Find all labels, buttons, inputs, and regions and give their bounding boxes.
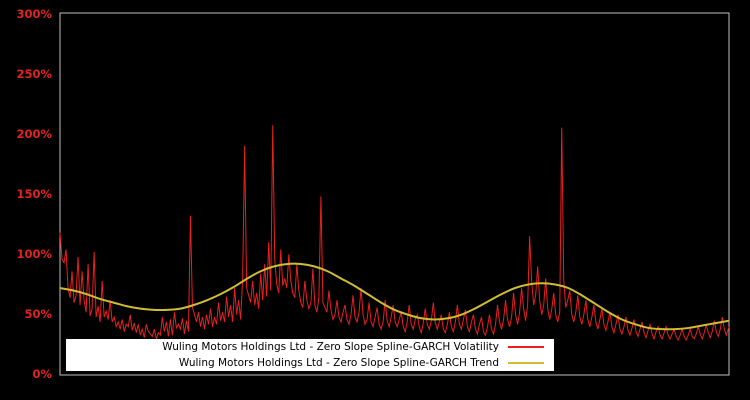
ytick-label-150: 150% <box>16 187 52 201</box>
ytick-label-200: 200% <box>16 127 52 141</box>
legend-swatch-trend <box>508 362 544 364</box>
ytick-label-100: 100% <box>16 247 52 261</box>
chart-legend: Wuling Motors Holdings Ltd - Zero Slope … <box>66 339 554 371</box>
series-layer <box>59 125 730 342</box>
ytick-label-300: 300% <box>16 7 52 21</box>
volatility-line <box>59 125 730 342</box>
trend-line <box>59 262 730 331</box>
ytick-label-0: 0% <box>32 367 52 381</box>
legend-swatch-volatility <box>508 346 544 348</box>
ytick-label-50: 50% <box>24 307 52 321</box>
ytick-label-250: 250% <box>16 67 52 81</box>
legend-label-trend: Wuling Motors Holdings Ltd - Zero Slope … <box>178 357 499 369</box>
legend-entry-trend: Wuling Motors Holdings Ltd - Zero Slope … <box>66 355 554 371</box>
legend-label-volatility: Wuling Motors Holdings Ltd - Zero Slope … <box>162 341 499 353</box>
plot-frame <box>59 12 730 376</box>
legend-entry-volatility: Wuling Motors Holdings Ltd - Zero Slope … <box>66 339 554 355</box>
